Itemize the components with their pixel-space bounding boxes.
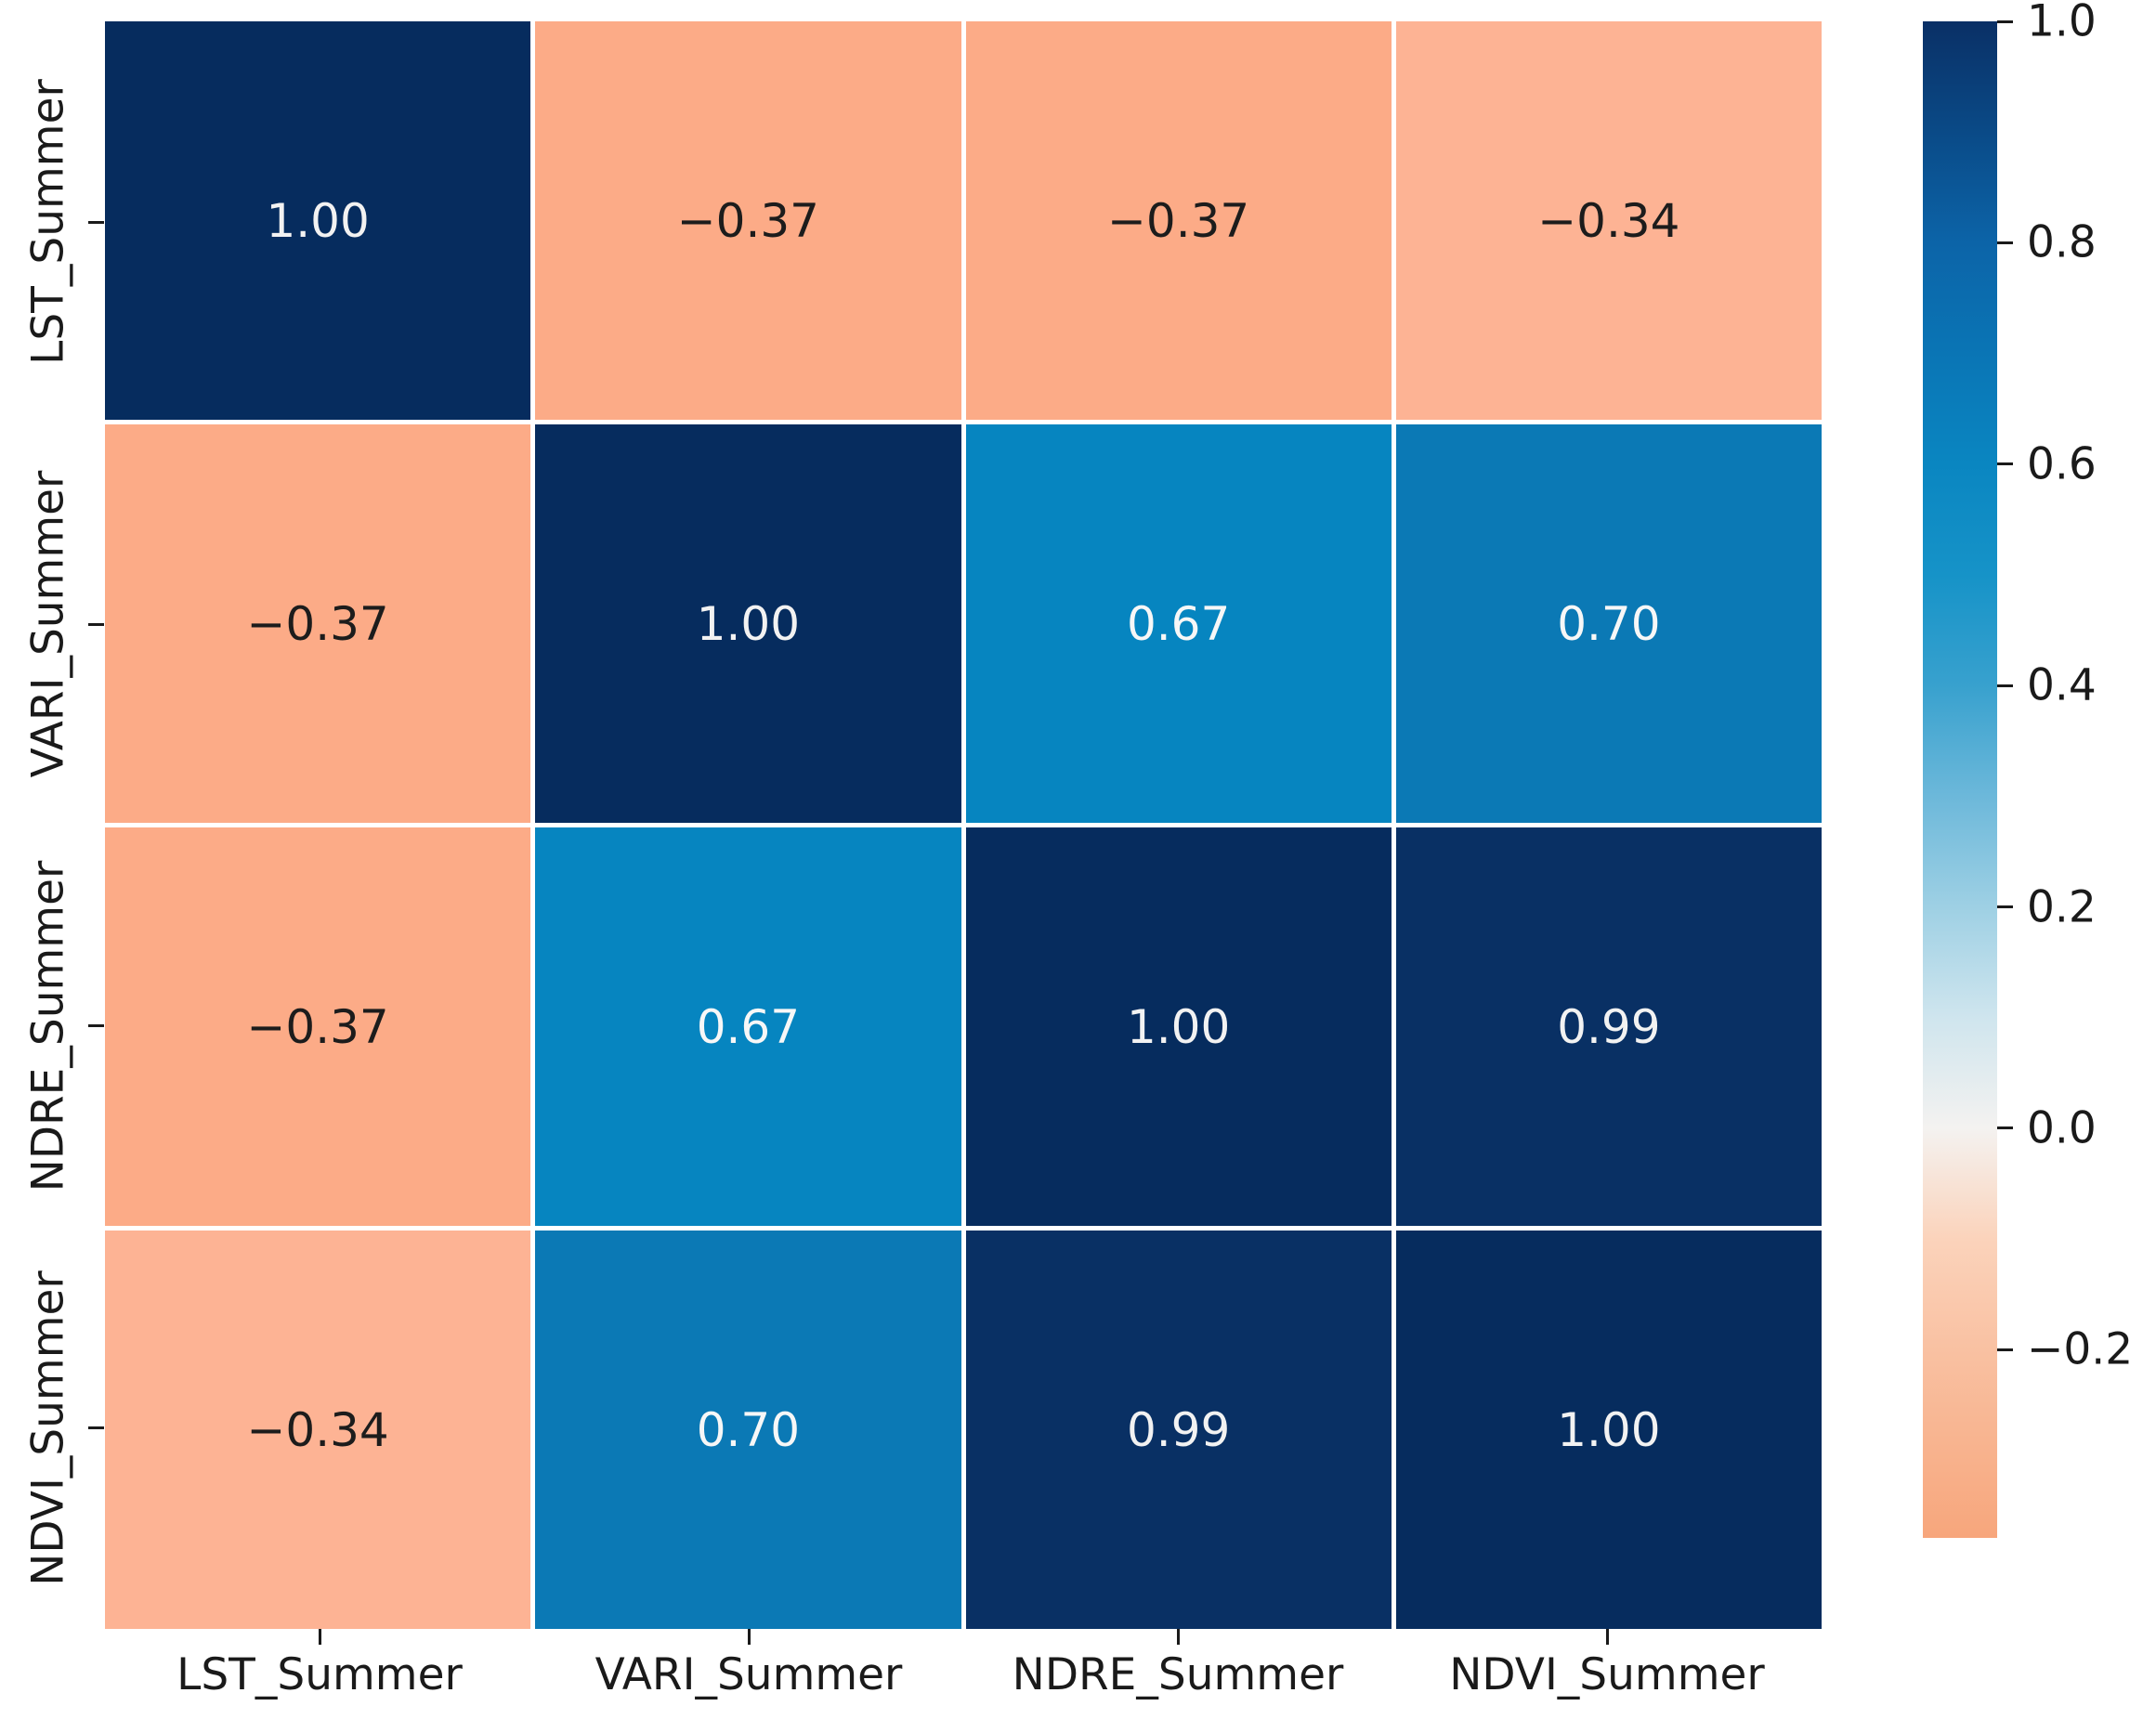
cell-value-label: −0.34 xyxy=(246,1402,389,1457)
x-axis-tick-mark xyxy=(318,1629,321,1645)
y-axis-tick-label: NDRE_Summer xyxy=(22,860,74,1192)
colorbar-tick-label: 0.2 xyxy=(2027,881,2097,933)
colorbar-tick-mark xyxy=(1997,20,2013,23)
heatmap-cell: 0.99 xyxy=(1395,827,1822,1226)
x-axis-tick-label: VARI_Summer xyxy=(595,1649,903,1700)
heatmap-cell: 0.67 xyxy=(965,424,1392,823)
heatmap-cell: −0.37 xyxy=(535,21,961,420)
heatmap-cell: −0.34 xyxy=(1395,21,1822,420)
cell-value-label: −0.37 xyxy=(246,596,389,651)
colorbar-tick-label: −0.2 xyxy=(2027,1323,2134,1375)
heatmap-cell: 0.70 xyxy=(1395,424,1822,823)
heatmap-cell: −0.34 xyxy=(105,1231,531,1629)
cell-value-label: 0.67 xyxy=(696,999,801,1054)
colorbar-tick-mark xyxy=(1997,684,2013,687)
colorbar-tick-mark xyxy=(1997,1348,2013,1351)
cell-value-label: −0.34 xyxy=(1537,193,1680,248)
colorbar xyxy=(1923,21,1997,1538)
y-axis-tick-mark xyxy=(88,1024,104,1028)
heatmap-cell: 1.00 xyxy=(965,827,1392,1226)
heatmap-cell: 1.00 xyxy=(105,21,531,420)
cell-value-label: −0.37 xyxy=(1107,193,1250,248)
heatmap-cell: −0.37 xyxy=(965,21,1392,420)
cell-value-label: 0.70 xyxy=(1557,596,1661,651)
colorbar-tick-label: 0.8 xyxy=(2027,216,2097,268)
y-axis-tick-label: VARI_Summer xyxy=(22,470,74,778)
cell-value-label: −0.37 xyxy=(676,193,819,248)
colorbar-tick-label: 0.4 xyxy=(2027,659,2097,711)
heatmap-cell: 1.00 xyxy=(1395,1231,1822,1629)
heatmap-cell: 0.67 xyxy=(535,827,961,1226)
cell-value-label: 1.00 xyxy=(1557,1402,1661,1457)
cell-value-label: 0.70 xyxy=(696,1402,801,1457)
colorbar-tick-label: 0.6 xyxy=(2027,438,2097,490)
colorbar-tick-mark xyxy=(1997,462,2013,466)
x-axis-tick-mark xyxy=(747,1629,751,1645)
heatmap-cell: 0.70 xyxy=(535,1231,961,1629)
x-axis-tick-mark xyxy=(1605,1629,1609,1645)
colorbar-tick-mark xyxy=(1997,1126,2013,1130)
y-axis-tick-mark xyxy=(88,220,104,224)
x-axis-tick-mark xyxy=(1176,1629,1180,1645)
heatmap-cell: 1.00 xyxy=(535,424,961,823)
colorbar-tick-mark xyxy=(1997,905,2013,909)
colorbar-tick-label: 1.0 xyxy=(2027,0,2097,47)
heatmap-grid: 1.00 −0.37 −0.37 −0.34 −0.37 1.00 0.67 0.70 −0.3… xyxy=(105,21,1822,1629)
heatmap-cell: −0.37 xyxy=(105,424,531,823)
colorbar-tick-mark xyxy=(1997,241,2013,244)
colorbar-tick-label: 0.0 xyxy=(2027,1102,2097,1154)
y-axis-tick-mark xyxy=(88,622,104,626)
y-axis-tick-mark xyxy=(88,1426,104,1430)
x-axis-tick-label: NDRE_Summer xyxy=(1012,1649,1344,1700)
heatmap-cell: −0.37 xyxy=(105,827,531,1226)
cell-value-label: 0.67 xyxy=(1126,596,1231,651)
cell-value-label: 1.00 xyxy=(696,596,801,651)
cell-value-label: 0.99 xyxy=(1126,1402,1231,1457)
y-axis-tick-label: LST_Summer xyxy=(22,79,74,366)
x-axis-tick-label: NDVI_Summer xyxy=(1449,1649,1765,1700)
y-axis-tick-label: NDVI_Summer xyxy=(22,1270,74,1586)
cell-value-label: 1.00 xyxy=(1126,999,1231,1054)
x-axis-tick-label: LST_Summer xyxy=(176,1649,463,1700)
heatmap-cell: 0.99 xyxy=(965,1231,1392,1629)
cell-value-label: 1.00 xyxy=(266,193,370,248)
cell-value-label: −0.37 xyxy=(246,999,389,1054)
cell-value-label: 0.99 xyxy=(1557,999,1661,1054)
